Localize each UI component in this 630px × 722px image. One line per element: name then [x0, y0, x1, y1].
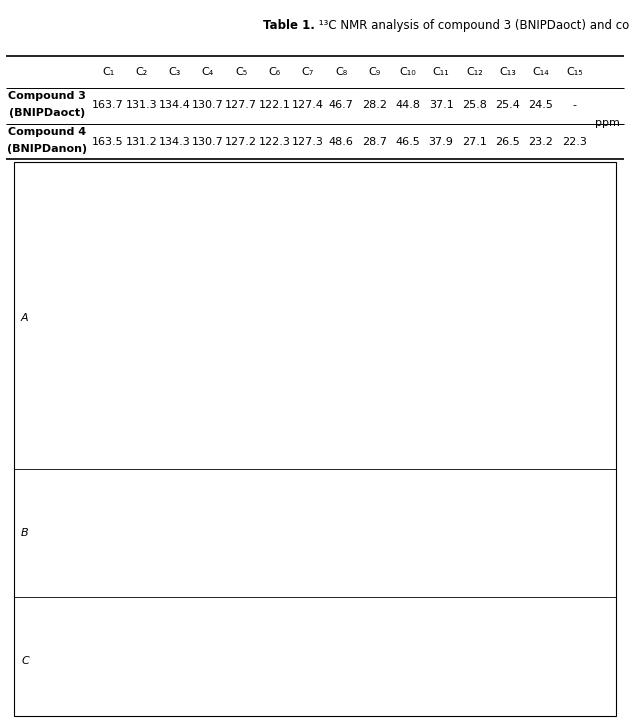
Text: C₇: C₇ [302, 67, 314, 77]
Text: 127.2: 127.2 [226, 136, 257, 147]
Text: C₁₄: C₁₄ [532, 67, 549, 77]
Text: 131.3: 131.3 [125, 100, 157, 110]
Text: C₁₂: C₁₂ [466, 67, 483, 77]
Text: 26.5: 26.5 [495, 136, 520, 147]
Text: ¹³C NMR analysis of compound 3 (BNIPDaoct) and compound 4 (BNIPDanon).: ¹³C NMR analysis of compound 3 (BNIPDaoc… [315, 19, 630, 32]
Text: 27.1: 27.1 [462, 136, 487, 147]
Text: 127.3: 127.3 [292, 136, 324, 147]
Text: C: C [21, 656, 29, 666]
Text: 127.7: 127.7 [226, 100, 257, 110]
Text: 163.7: 163.7 [92, 100, 124, 110]
Text: 127.4: 127.4 [292, 100, 324, 110]
Text: 25.8: 25.8 [462, 100, 487, 110]
Text: 163.5: 163.5 [92, 136, 124, 147]
Text: 28.7: 28.7 [362, 136, 387, 147]
Text: C₁₀: C₁₀ [399, 67, 416, 77]
Text: 130.7: 130.7 [192, 100, 224, 110]
Text: 23.2: 23.2 [529, 136, 553, 147]
Text: 28.2: 28.2 [362, 100, 387, 110]
Text: C₂: C₂ [135, 67, 147, 77]
Text: Compound 4: Compound 4 [8, 127, 86, 137]
Text: 46.7: 46.7 [329, 100, 353, 110]
Text: 130.7: 130.7 [192, 136, 224, 147]
Text: Compound 3: Compound 3 [8, 91, 86, 101]
Text: 122.1: 122.1 [258, 100, 290, 110]
Text: A: A [21, 313, 29, 323]
Text: C₁₃: C₁₃ [499, 67, 516, 77]
Text: 25.4: 25.4 [495, 100, 520, 110]
Text: C₁₅: C₁₅ [566, 67, 583, 77]
Text: 48.6: 48.6 [329, 136, 353, 147]
Text: C₉: C₉ [369, 67, 381, 77]
Text: 134.4: 134.4 [159, 100, 190, 110]
Text: 37.1: 37.1 [428, 100, 454, 110]
Text: C₅: C₅ [235, 67, 248, 77]
Text: 24.5: 24.5 [529, 100, 553, 110]
Text: ppm: ppm [595, 118, 620, 129]
Text: B: B [21, 529, 29, 539]
Text: C₈: C₈ [335, 67, 347, 77]
Text: 131.2: 131.2 [125, 136, 157, 147]
Text: C₁₁: C₁₁ [433, 67, 449, 77]
Text: C₄: C₄ [202, 67, 214, 77]
Text: 37.9: 37.9 [428, 136, 454, 147]
Text: -: - [572, 100, 576, 110]
Text: C₁: C₁ [102, 67, 114, 77]
Text: 44.8: 44.8 [395, 100, 420, 110]
Text: C₆: C₆ [268, 67, 280, 77]
Text: 134.3: 134.3 [159, 136, 190, 147]
Text: Table 1.: Table 1. [263, 19, 315, 32]
Text: C₃: C₃ [168, 67, 181, 77]
Text: 46.5: 46.5 [396, 136, 420, 147]
Text: (BNIPDanon): (BNIPDanon) [7, 144, 88, 155]
Text: (BNIPDaoct): (BNIPDaoct) [9, 108, 86, 118]
Text: 22.3: 22.3 [562, 136, 587, 147]
Text: 122.3: 122.3 [258, 136, 290, 147]
